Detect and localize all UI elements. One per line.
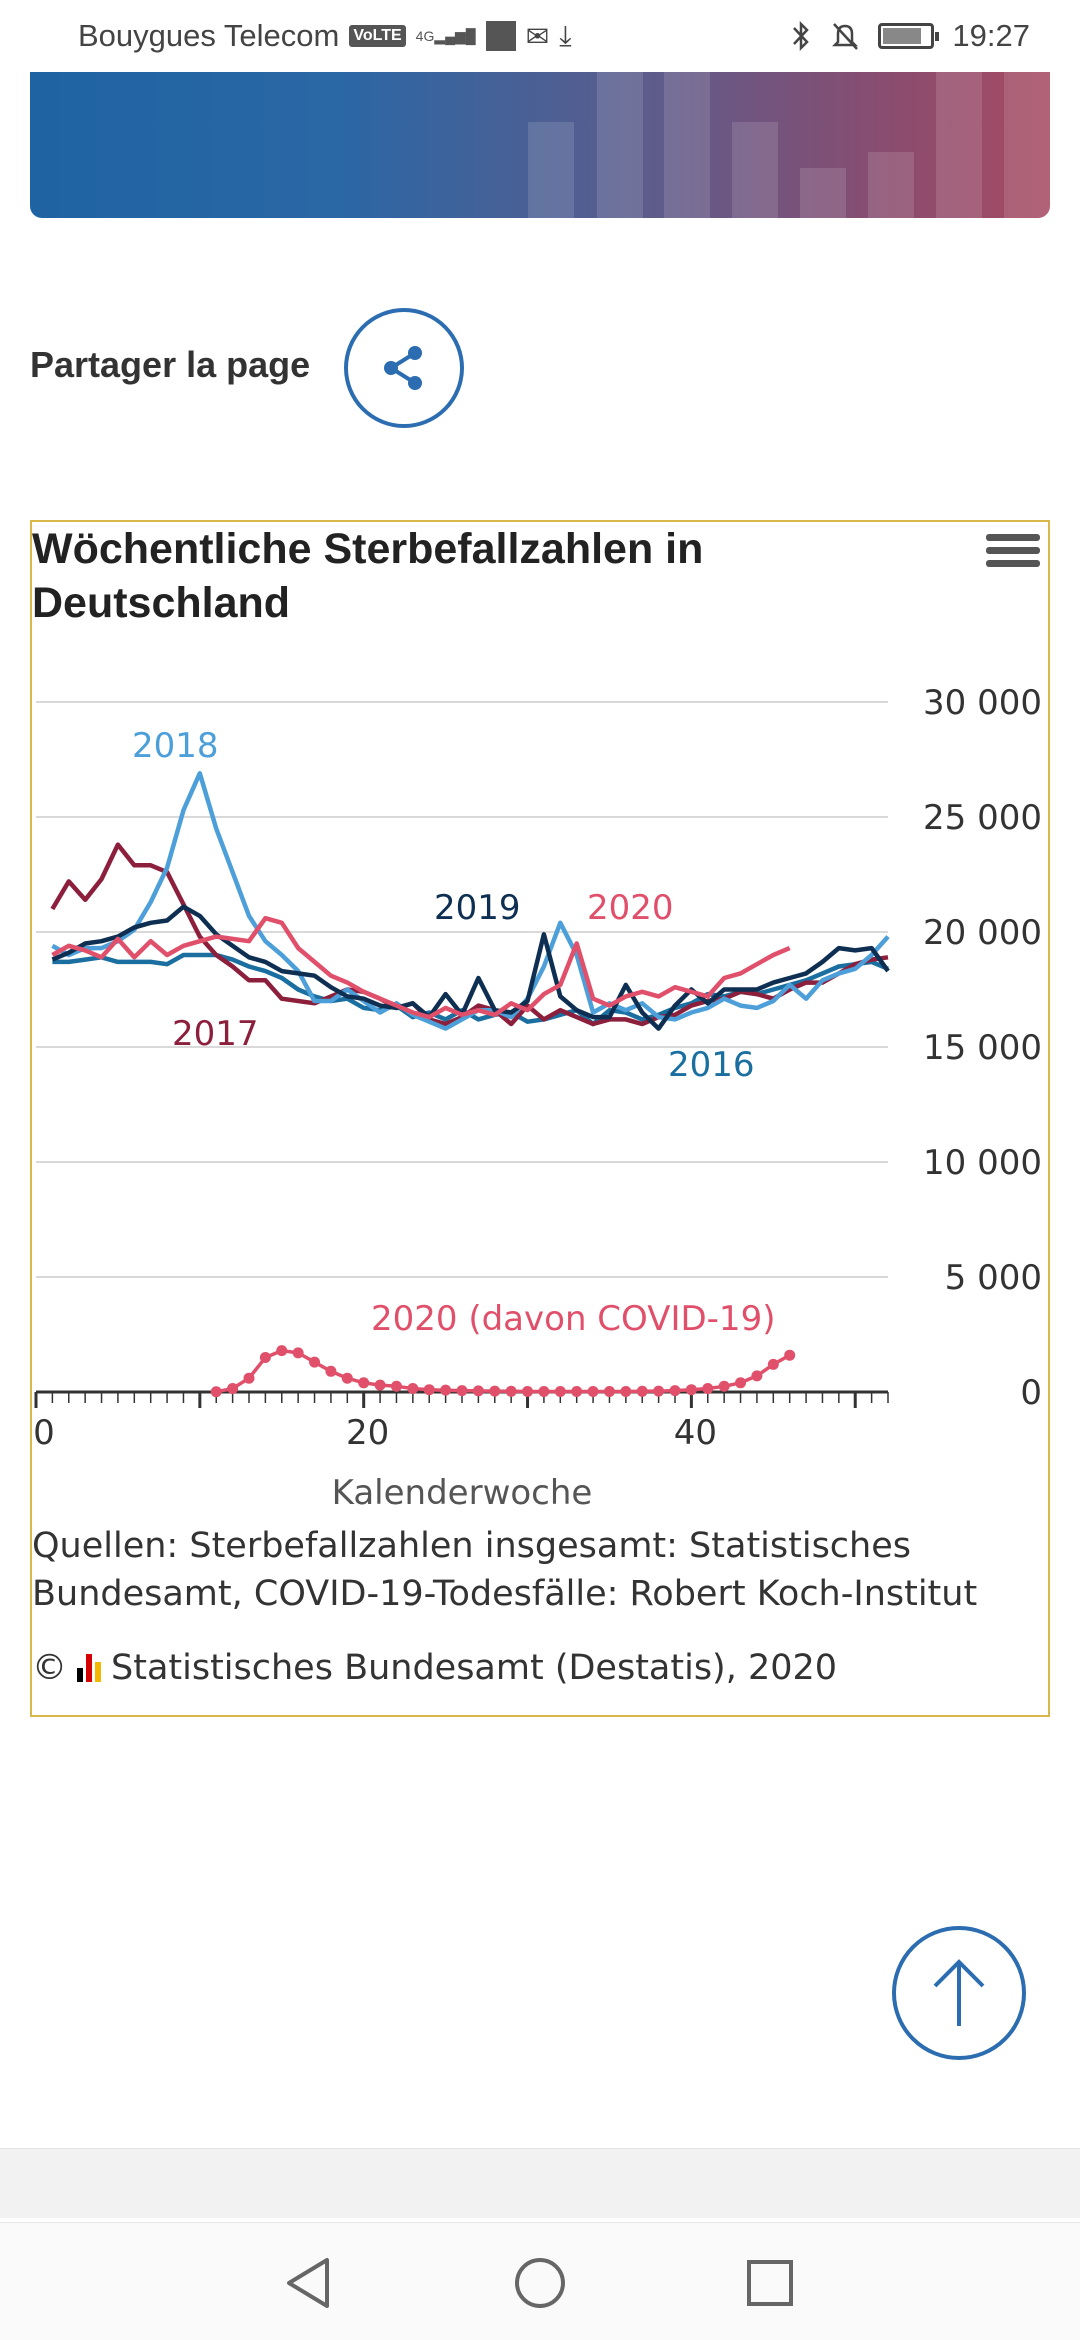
- share-icon: [384, 346, 422, 390]
- bluetooth-icon: [793, 20, 810, 52]
- data-point: [390, 1380, 402, 1392]
- x-axis-label: Kalenderwoche: [332, 1473, 593, 1512]
- series-label: 2020 (davon COVID-19): [371, 1299, 775, 1339]
- banner-decoration: [1004, 72, 1050, 218]
- data-point: [358, 1377, 370, 1389]
- x-tick-label: 20: [346, 1413, 389, 1453]
- share-button[interactable]: [344, 308, 464, 428]
- chart-source: Quellen: Sterbefallzahlen insgesamt: Sta…: [32, 1526, 978, 1614]
- data-point: [636, 1385, 648, 1397]
- data-point: [456, 1385, 468, 1397]
- series-line-2019: [51, 904, 890, 1031]
- y-tick-label: 25 000: [923, 798, 1042, 838]
- data-point: [472, 1385, 484, 1397]
- banner-decoration: [597, 72, 643, 218]
- data-point: [685, 1384, 697, 1396]
- data-point: [243, 1372, 255, 1384]
- data-point: [309, 1356, 321, 1368]
- y-tick-label: 20 000: [923, 913, 1042, 953]
- series-label: 2019: [434, 888, 521, 928]
- volte-icon: VoLTE: [349, 25, 406, 47]
- data-point: [653, 1385, 665, 1397]
- x-tick-label: 40: [674, 1413, 717, 1453]
- x-tick-label: 0: [33, 1413, 55, 1453]
- chart-title: Wöchentliche Sterbefallzahlen in Deutsch…: [32, 525, 704, 627]
- data-point: [554, 1386, 566, 1398]
- chart-container: Wöchentliche Sterbefallzahlen in Deutsch…: [30, 520, 1050, 1717]
- back-triangle-icon: [287, 2258, 329, 2308]
- nav-recents-button[interactable]: [740, 2253, 800, 2313]
- banner-decoration: [868, 152, 914, 218]
- data-point: [505, 1385, 517, 1397]
- back-to-top-button[interactable]: [892, 1926, 1026, 2060]
- data-point: [259, 1352, 271, 1363]
- destatis-logo-icon: [77, 1654, 101, 1682]
- download-icon: ⤓: [559, 19, 572, 51]
- data-point: [767, 1358, 779, 1370]
- data-point: [276, 1345, 288, 1357]
- signal-icon: 4G▂▄▆█: [415, 27, 476, 44]
- data-point: [702, 1383, 714, 1395]
- banner-decoration: [664, 72, 710, 218]
- data-point: [669, 1385, 681, 1397]
- copyright-symbol: ©: [32, 1648, 67, 1688]
- arrow-up-icon: [933, 1959, 985, 2026]
- banner-decoration: [732, 122, 778, 218]
- status-bar: Bouygues Telecom VoLTE 4G▂▄▆█ ✉ ⤓ 19:27: [0, 0, 1080, 72]
- data-point: [325, 1365, 337, 1377]
- data-point: [735, 1377, 747, 1389]
- y-tick-label: 0: [1020, 1373, 1042, 1413]
- data-point: [374, 1379, 386, 1391]
- y-tick-label: 30 000: [923, 683, 1042, 723]
- data-point: [227, 1383, 239, 1395]
- chart-copyright: © Statistisches Bundesamt (Destatis), 20…: [32, 1648, 837, 1688]
- data-point: [341, 1372, 353, 1384]
- clock: 19:27: [952, 18, 1030, 53]
- share-label: Partager la page: [30, 344, 311, 385]
- series-label: 2016: [668, 1045, 755, 1085]
- notification-app-icon: [485, 21, 516, 51]
- data-point: [571, 1386, 583, 1398]
- banner-decoration: [528, 122, 574, 218]
- hero-banner: [30, 72, 1050, 218]
- bottom-band: [0, 2148, 1080, 2218]
- data-point: [292, 1347, 304, 1359]
- data-point: [522, 1386, 534, 1398]
- chart-menu-icon[interactable]: [986, 534, 1040, 578]
- data-point: [587, 1386, 599, 1398]
- series-label: 2017: [172, 1014, 259, 1054]
- data-point: [603, 1386, 615, 1398]
- data-point: [440, 1384, 452, 1396]
- banner-decoration: [936, 72, 982, 218]
- series-line-2020: [51, 915, 791, 1020]
- series-label: 2018: [132, 726, 219, 766]
- carrier-name: Bouygues Telecom: [78, 18, 340, 53]
- system-navigation-bar: [0, 2222, 1080, 2340]
- data-point: [751, 1370, 763, 1382]
- chart-plot: 0 5 000 10 000 15 000 20 000 25 000 30 000 0 20 4…: [33, 683, 1042, 1512]
- mail-icon: ✉: [525, 20, 550, 52]
- y-tick-label: 5 000: [945, 1258, 1042, 1298]
- data-point: [718, 1380, 730, 1392]
- y-tick-label: 10 000: [923, 1143, 1042, 1183]
- nav-home-button[interactable]: [510, 2253, 570, 2313]
- data-point: [407, 1383, 419, 1395]
- home-circle-icon: [515, 2258, 565, 2308]
- data-point: [620, 1386, 632, 1398]
- data-point: [538, 1386, 550, 1398]
- copyright-text: Statistisches Bundesamt (Destatis), 2020: [111, 1648, 838, 1688]
- data-point: [489, 1385, 501, 1397]
- series-label: 2020: [587, 888, 674, 928]
- data-point: [784, 1349, 796, 1361]
- nav-back-button[interactable]: [278, 2253, 338, 2313]
- data-point: [423, 1384, 435, 1396]
- y-tick-label: 15 000: [923, 1028, 1042, 1068]
- mute-icon: [832, 23, 859, 50]
- recents-square-icon: [747, 2260, 793, 2306]
- data-point: [210, 1386, 222, 1398]
- banner-decoration: [800, 168, 846, 218]
- battery-icon: [878, 23, 940, 49]
